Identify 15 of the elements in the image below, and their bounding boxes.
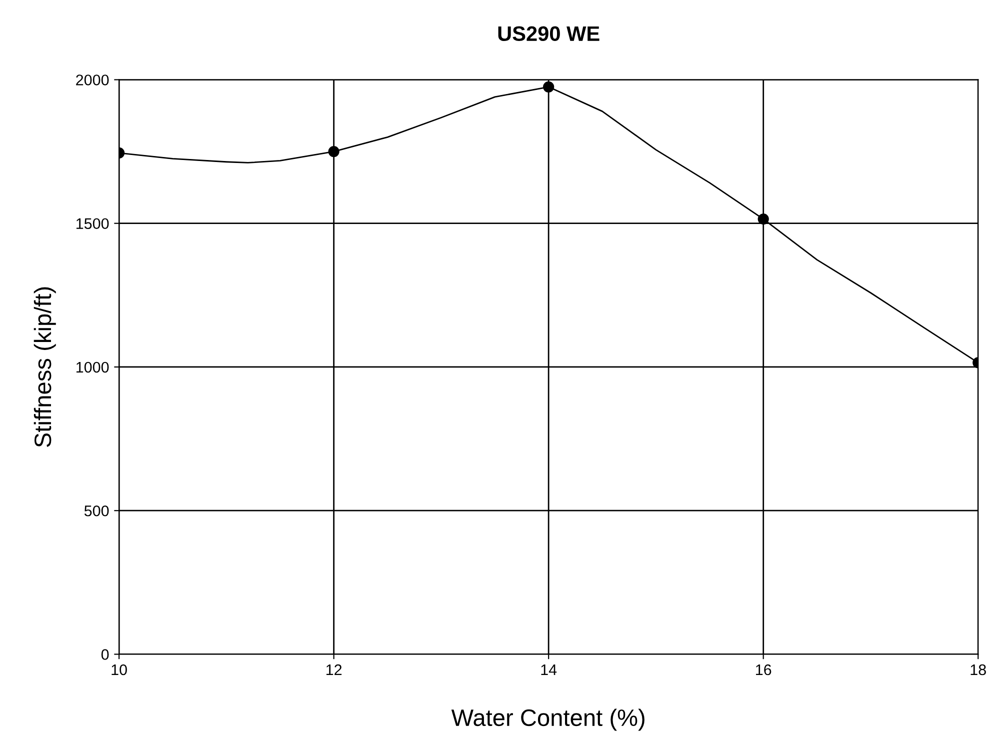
x-tick-label: 14 [541, 664, 557, 676]
x-tick-label: 16 [756, 664, 772, 676]
point [758, 213, 769, 225]
y-tick-label: 0 [101, 649, 109, 660]
y-tick-label: 1500 [76, 218, 109, 230]
y-tick-label: 500 [84, 505, 109, 516]
y-axis-title: Stiffness (kip/ft) [34, 287, 56, 448]
x-tick-label: 10 [112, 664, 127, 676]
x-tick-label: 12 [326, 664, 342, 676]
point [543, 81, 554, 92]
x-axis-title: Water Content (%) [451, 708, 644, 731]
y-tick-label: 2000 [76, 74, 109, 86]
chart-title: US290 WE [498, 26, 600, 42]
y-tick-label: 1000 [76, 362, 109, 373]
x-tick-label: 18 [970, 664, 986, 676]
